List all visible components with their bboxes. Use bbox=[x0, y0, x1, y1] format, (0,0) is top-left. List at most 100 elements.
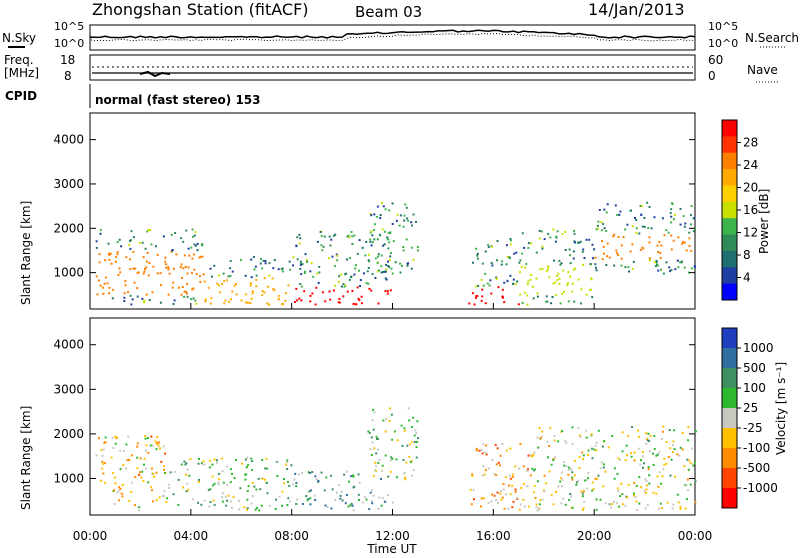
heatmap-cell bbox=[413, 434, 416, 437]
heatmap-cell bbox=[259, 488, 262, 491]
heatmap-cell bbox=[235, 459, 237, 462]
heatmap-cell bbox=[406, 217, 409, 220]
heatmap-cell bbox=[229, 500, 232, 503]
heatmap-cell bbox=[185, 473, 188, 476]
heatmap-cell bbox=[136, 445, 139, 448]
heatmap-cell bbox=[607, 446, 610, 449]
heatmap-cell bbox=[182, 486, 185, 489]
heatmap-cell bbox=[281, 490, 284, 493]
heatmap-cell bbox=[100, 479, 102, 482]
heatmap-cell bbox=[578, 456, 581, 459]
heatmap-cell bbox=[595, 266, 597, 269]
heatmap-cell bbox=[311, 471, 314, 473]
heatmap-cell bbox=[223, 280, 226, 283]
heatmap-cell bbox=[484, 272, 487, 275]
heatmap-cell bbox=[582, 507, 585, 510]
heatmap-cell bbox=[387, 247, 390, 250]
heatmap-cell bbox=[295, 503, 298, 505]
heatmap-cell bbox=[116, 241, 119, 244]
heatmap-cell bbox=[614, 204, 617, 207]
heatmap-cell bbox=[658, 451, 661, 454]
heatmap-cell bbox=[207, 489, 210, 491]
heatmap-cell bbox=[335, 491, 338, 494]
heatmap-cell bbox=[690, 267, 693, 270]
heatmap-cell bbox=[332, 234, 335, 237]
heatmap-cell bbox=[255, 488, 258, 491]
heatmap-cell bbox=[519, 259, 522, 262]
heatmap-cell bbox=[191, 235, 194, 238]
heatmap-cell bbox=[260, 504, 263, 507]
heatmap-cell bbox=[496, 259, 498, 262]
heatmap-cell bbox=[501, 295, 504, 298]
heatmap-cell bbox=[486, 282, 489, 285]
heatmap-cell bbox=[173, 299, 176, 302]
heatmap-cell bbox=[156, 272, 159, 275]
heatmap-cell bbox=[144, 435, 147, 437]
heatmap-cell bbox=[674, 268, 677, 271]
heatmap-cell bbox=[361, 246, 364, 249]
heatmap-cell bbox=[375, 452, 378, 455]
heatmap-cell bbox=[376, 261, 379, 264]
heatmap-cell bbox=[490, 262, 493, 265]
heatmap-cell bbox=[300, 262, 302, 265]
freq-label-1: Freq. bbox=[4, 53, 34, 67]
heatmap-cell bbox=[683, 241, 686, 244]
heatmap-cell bbox=[229, 274, 232, 277]
heatmap-cell bbox=[155, 448, 158, 451]
heatmap-cell bbox=[581, 451, 584, 454]
heatmap-cell bbox=[99, 228, 102, 231]
heatmap-cell bbox=[320, 471, 323, 474]
colorbar-segment bbox=[722, 152, 737, 170]
heatmap-cell bbox=[608, 256, 611, 259]
heatmap-cell bbox=[343, 285, 346, 288]
heatmap-cell bbox=[672, 503, 675, 506]
heatmap-cell bbox=[648, 205, 651, 208]
heatmap-cell bbox=[291, 483, 294, 486]
heatmap-cell bbox=[190, 246, 193, 249]
heatmap-cell bbox=[186, 292, 188, 295]
heatmap-cell bbox=[640, 205, 643, 208]
heatmap-cell bbox=[472, 489, 475, 492]
heatmap-cell bbox=[631, 243, 634, 246]
heatmap-cell bbox=[350, 275, 352, 278]
heatmap-cell bbox=[370, 289, 373, 292]
heatmap-cell bbox=[294, 472, 297, 475]
heatmap-cell bbox=[662, 468, 665, 471]
heatmap-cell bbox=[415, 446, 418, 449]
heatmap-cell bbox=[541, 430, 544, 433]
heatmap-cell bbox=[199, 275, 201, 278]
heatmap-cell bbox=[369, 238, 372, 241]
heatmap-cell bbox=[682, 215, 685, 218]
heatmap-cell bbox=[640, 459, 642, 462]
heatmap-cell bbox=[395, 458, 398, 461]
heatmap-cell bbox=[615, 502, 618, 505]
heatmap-cell bbox=[567, 473, 570, 476]
heatmap-cell bbox=[379, 234, 382, 237]
heatmap-cell bbox=[253, 268, 256, 271]
heatmap-cell bbox=[377, 255, 380, 258]
heatmap-cell bbox=[684, 484, 687, 487]
heatmap-cell bbox=[213, 458, 216, 461]
heatmap-cell bbox=[283, 478, 285, 480]
heatmap-cell bbox=[484, 250, 487, 253]
heatmap-cell bbox=[569, 254, 571, 257]
heatmap-cell bbox=[347, 234, 350, 237]
heatmap-cell bbox=[660, 482, 663, 485]
heatmap-cell bbox=[538, 503, 541, 506]
heatmap-cell bbox=[183, 290, 186, 293]
heatmap-cell bbox=[576, 241, 579, 244]
heatmap-cell bbox=[200, 503, 203, 506]
heatmap-cell bbox=[535, 506, 538, 509]
heatmap-cell bbox=[198, 458, 200, 460]
heatmap-cell bbox=[563, 290, 565, 293]
heatmap-cell bbox=[511, 476, 514, 478]
heatmap-cell bbox=[514, 488, 517, 491]
heatmap-cell bbox=[613, 477, 616, 480]
heatmap-cell bbox=[403, 219, 406, 222]
heatmap-cell bbox=[673, 448, 676, 451]
colorbar-segment bbox=[722, 428, 737, 449]
heatmap-cell bbox=[377, 462, 380, 464]
heatmap-cell bbox=[473, 498, 475, 501]
heatmap-cell bbox=[222, 272, 225, 275]
